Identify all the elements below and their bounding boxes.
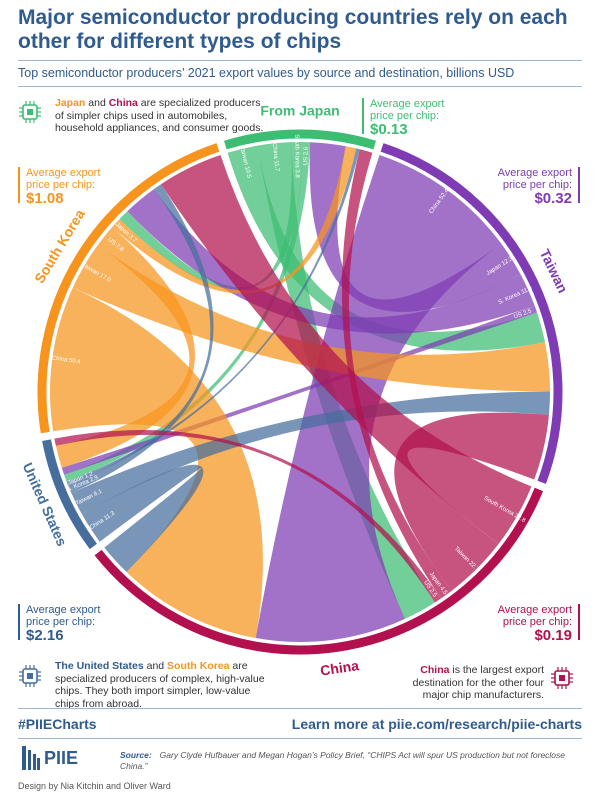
ribbon-japan-to-south_korea [119,142,303,290]
chart-title: Major semiconductor producing countries … [18,6,568,53]
piie-logo-icon [22,746,40,770]
japan-price: Average export price per chip: $0.13 [370,98,460,138]
arc-south_korea [37,143,220,434]
korea-price-value: $1.08 [26,190,64,207]
note-japan-china: Japan and China are specialized producer… [55,97,265,135]
note-us-korea: The United States and South Korea are sp… [55,660,270,710]
arc-china [94,487,544,655]
china-price-label: Average export price per chip: [497,604,572,628]
flow-label-japan-china: China 11.7 [271,143,280,173]
note-text: is the largest export destination for th… [412,664,544,701]
taiwan-price-value: $0.32 [534,190,572,207]
node-label-china: China [319,657,360,678]
chip-icon [551,667,573,689]
ribbons [49,142,550,642]
note-text: are specialized producers of complex, hi… [55,660,265,710]
taiwan-price: Average export price per chip: $0.32 [488,167,572,207]
chip-icon [19,665,41,687]
note-china-name: China [108,97,138,109]
ribbon-us-to-taiwan [71,391,550,515]
note-and: and [143,660,168,672]
ribbon-japan-to-china [257,142,435,619]
flow-label-south_korea-china: China 50.4 [51,356,81,366]
node-label-japan: From Japan [260,103,339,119]
chart-subtitle: Top semiconductor producers’ 2021 export… [18,66,515,80]
source-label: Source: [120,750,152,760]
note-and: and [85,97,109,109]
china-price-value: $0.19 [534,627,572,644]
note-japan-name: Japan [55,97,86,109]
note-china-name: China [420,664,450,676]
footer-divider-2 [18,738,582,739]
us-price-bar [18,604,20,640]
korea-price-label: Average export price per chip: [26,167,101,191]
ribbon-taiwan-to-japan [309,142,521,312]
us-price-label: Average export price per chip: [26,604,101,628]
arc-japan [224,129,376,150]
note-korea-name: South Korea [167,660,230,672]
china-price-bar [578,604,580,640]
japan-price-label: Average export price per chip: [370,98,445,122]
note-us-name: The United States [55,660,144,672]
ribbon-japan-to-taiwan [227,145,545,351]
ribbon-us-to-china [81,464,204,573]
note-text: are specialized producers of simpler chi… [55,97,264,134]
us-price: Average export price per chip: $2.16 [26,604,116,644]
title-divider [18,60,582,61]
learn-more-link[interactable]: Learn more at piie.com/research/piie-cha… [291,716,582,732]
ribbon-us-to-south_korea [67,184,214,493]
china-price: Average export price per chip: $0.19 [488,604,572,644]
ribbon-china-to-japan [341,149,452,599]
note-china-destination: China is the largest export destination … [412,664,544,702]
subtitle-divider [18,86,582,87]
korea-price-bar [18,167,20,203]
japan-price-value: $0.13 [370,121,408,138]
ribbon-taiwan-to-south_korea [127,189,535,334]
japan-price-bar [362,98,364,134]
chip-icon [19,101,41,123]
design-credit: Design by Nia Kitchin and Oliver Ward [18,781,171,791]
hashtag: #PIIECharts [18,716,97,732]
korea-price: Average export price per chip: $1.08 [26,167,116,207]
flow-label-japan-south_korea: South Korea 3.8 [293,134,300,178]
piie-logo: PIIE [44,748,79,768]
us-price-value: $2.16 [26,627,64,644]
ribbon-south_korea-to-taiwan [72,244,550,392]
ribbon-south_korea-to-china [49,287,263,639]
taiwan-price-label: Average export price per chip: [497,167,572,191]
ribbon-china-to-us [54,430,442,603]
ribbon-china-to-taiwan [394,412,549,591]
arc-taiwan [380,143,563,484]
taiwan-price-bar [578,167,580,203]
flow-label-taiwan-us: US 2.5 [513,308,533,320]
flow-label-japan-us: US 2.6 [303,146,309,165]
ribbon-south_korea-to-us [55,227,195,468]
footer-divider [18,708,582,709]
source-note: Source: Gary Clyde Hufbauer and Megan Hog… [120,750,580,772]
source-text: Gary Clyde Hufbauer and Megan Hogan’s Po… [120,750,566,771]
arc-us [42,439,97,550]
node-label-taiwan: Taiwan [537,247,571,296]
node-label-south_korea: South Korea [31,206,88,286]
